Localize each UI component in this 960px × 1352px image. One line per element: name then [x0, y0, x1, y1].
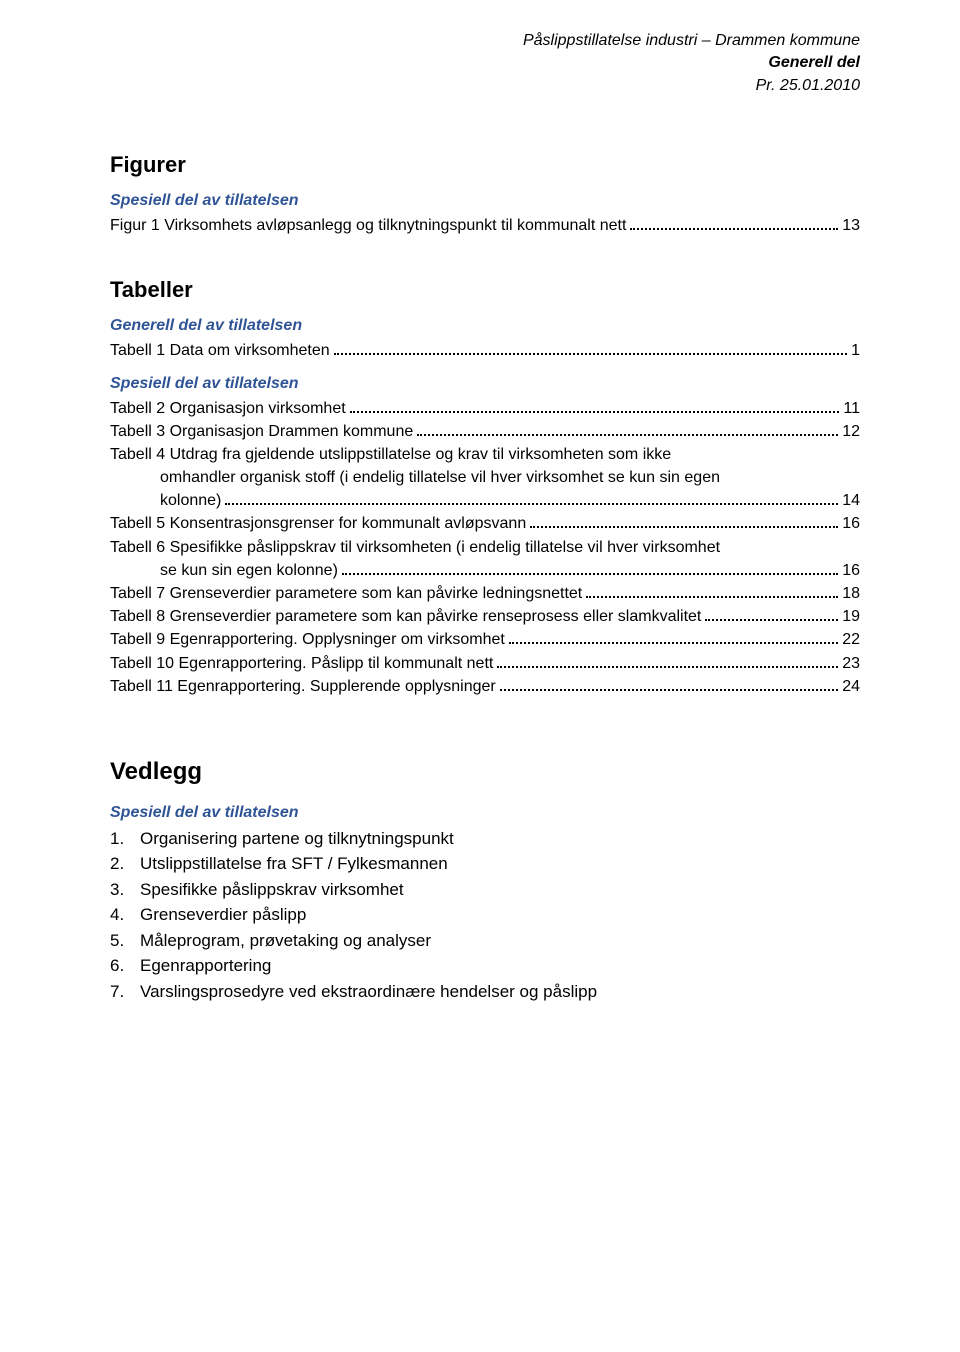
toc-entry: Figur 1 Virksomhets avløpsanlegg og tilk… — [110, 214, 860, 237]
vedlegg-item-text: Egenrapportering — [140, 953, 271, 979]
toc-entry: Tabell 7 Grenseverdier parametere som ka… — [110, 582, 860, 605]
toc-page: 16 — [842, 559, 860, 582]
vedlegg-item-number: 5. — [110, 928, 140, 954]
toc-leader — [705, 619, 838, 621]
toc-label: Tabell 2 Organisasjon virksomhet — [110, 397, 346, 420]
vedlegg-section: Vedlegg Spesiell del av tillatelsen 1.Or… — [110, 758, 860, 1005]
toc-page: 24 — [842, 675, 860, 698]
tabeller-subhead: Generell del av tillatelsen — [110, 317, 860, 335]
toc-page: 18 — [842, 582, 860, 605]
tabeller-entries: Tabell 1 Data om virksomheten 1 — [110, 339, 860, 362]
toc-leader — [500, 689, 838, 691]
vedlegg-item-text: Grenseverdier påslipp — [140, 902, 306, 928]
vedlegg-item-text: Måleprogram, prøvetaking og analyser — [140, 928, 431, 954]
toc-label: Figur 1 Virksomhets avløpsanlegg og tilk… — [110, 214, 626, 237]
toc-label: Tabell 7 Grenseverdier parametere som ka… — [110, 582, 582, 605]
tabeller-entries: Tabell 2 Organisasjon virksomhet 11Tabel… — [110, 397, 860, 698]
toc-entry: Tabell 10 Egenrapportering. Påslipp til … — [110, 652, 860, 675]
figurer-section: Figurer Spesiell del av tillatelsen Figu… — [110, 152, 860, 237]
vedlegg-item-text: Organisering partene og tilknytningspunk… — [140, 826, 454, 852]
vedlegg-item-number: 1. — [110, 826, 140, 852]
toc-page: 23 — [842, 652, 860, 675]
toc-entry: Tabell 3 Organisasjon Drammen kommune 12 — [110, 420, 860, 443]
toc-page: 19 — [842, 605, 860, 628]
toc-leader — [630, 228, 838, 230]
toc-leader — [350, 411, 840, 413]
toc-leader — [530, 526, 838, 528]
toc-label: Tabell 9 Egenrapportering. Opplysninger … — [110, 628, 505, 651]
vedlegg-item-text: Spesifikke påslippskrav virksomhet — [140, 877, 404, 903]
toc-label: Tabell 10 Egenrapportering. Påslipp til … — [110, 652, 493, 675]
toc-entry: Tabell 4 Utdrag fra gjeldende utslippsti… — [110, 443, 860, 513]
toc-page: 13 — [842, 214, 860, 237]
toc-label: Tabell 3 Organisasjon Drammen kommune — [110, 420, 413, 443]
toc-label: Tabell 8 Grenseverdier parametere som ka… — [110, 605, 701, 628]
toc-page: 16 — [842, 512, 860, 535]
toc-leader — [586, 596, 838, 598]
toc-page: 14 — [842, 489, 860, 512]
toc-entry: Tabell 5 Konsentrasjonsgrenser for kommu… — [110, 512, 860, 535]
figurer-entries: Figur 1 Virksomhets avløpsanlegg og tilk… — [110, 214, 860, 237]
vedlegg-item: 6.Egenrapportering — [110, 953, 860, 979]
toc-leader — [225, 503, 838, 505]
vedlegg-title: Vedlegg — [110, 758, 860, 786]
vedlegg-item: 5.Måleprogram, prøvetaking og analyser — [110, 928, 860, 954]
header-line-2: Generell del — [110, 52, 860, 74]
toc-page: 22 — [842, 628, 860, 651]
toc-page: 1 — [851, 339, 860, 362]
vedlegg-item: 3.Spesifikke påslippskrav virksomhet — [110, 877, 860, 903]
toc-leader — [334, 353, 847, 355]
header-line-3: Pr. 25.01.2010 — [110, 75, 860, 97]
tabeller-section: Tabeller Generell del av tillatelsen Tabe… — [110, 277, 860, 698]
toc-entry: Tabell 2 Organisasjon virksomhet 11 — [110, 397, 860, 420]
vedlegg-list: 1.Organisering partene og tilknytningspu… — [110, 826, 860, 1005]
tabeller-title: Tabeller — [110, 277, 860, 303]
vedlegg-item-text: Varslingsprosedyre ved ekstraordinære he… — [140, 979, 597, 1005]
vedlegg-item-number: 4. — [110, 902, 140, 928]
toc-label: Tabell 11 Egenrapportering. Supplerende … — [110, 675, 496, 698]
vedlegg-item: 7.Varslingsprosedyre ved ekstraordinære … — [110, 979, 860, 1005]
toc-entry: Tabell 6 Spesifikke påslippskrav til vir… — [110, 536, 860, 582]
toc-label-cont: se kun sin egen kolonne) — [110, 559, 338, 582]
figurer-subhead: Spesiell del av tillatelsen — [110, 192, 860, 210]
page-header: Påslippstillatelse industri – Drammen ko… — [110, 30, 860, 97]
vedlegg-item-number: 7. — [110, 979, 140, 1005]
toc-leader — [509, 642, 838, 644]
vedlegg-item-number: 6. — [110, 953, 140, 979]
toc-label: Tabell 1 Data om virksomheten — [110, 339, 330, 362]
vedlegg-subhead: Spesiell del av tillatelsen — [110, 804, 860, 822]
toc-page: 12 — [842, 420, 860, 443]
tabeller-subhead: Spesiell del av tillatelsen — [110, 375, 860, 393]
toc-label-cont: kolonne) — [110, 489, 221, 512]
toc-entry: Tabell 8 Grenseverdier parametere som ka… — [110, 605, 860, 628]
toc-leader — [497, 666, 838, 668]
vedlegg-item-text: Utslippstillatelse fra SFT / Fylkesmanne… — [140, 851, 448, 877]
toc-page: 11 — [843, 397, 860, 420]
vedlegg-item-number: 2. — [110, 851, 140, 877]
vedlegg-item: 2.Utslippstillatelse fra SFT / Fylkesman… — [110, 851, 860, 877]
vedlegg-item-number: 3. — [110, 877, 140, 903]
toc-leader — [342, 573, 838, 575]
toc-label: Tabell 6 Spesifikke påslippskrav til vir… — [110, 536, 720, 559]
toc-entry: Tabell 1 Data om virksomheten 1 — [110, 339, 860, 362]
toc-entry: Tabell 9 Egenrapportering. Opplysninger … — [110, 628, 860, 651]
toc-label-cont: omhandler organisk stoff (i endelig till… — [110, 466, 720, 489]
vedlegg-item: 1.Organisering partene og tilknytningspu… — [110, 826, 860, 852]
toc-label: Tabell 5 Konsentrasjonsgrenser for kommu… — [110, 512, 526, 535]
vedlegg-item: 4.Grenseverdier påslipp — [110, 902, 860, 928]
header-line-1: Påslippstillatelse industri – Drammen ko… — [110, 30, 860, 52]
toc-leader — [417, 434, 838, 436]
toc-label: Tabell 4 Utdrag fra gjeldende utslippsti… — [110, 443, 671, 466]
figurer-title: Figurer — [110, 152, 860, 178]
toc-entry: Tabell 11 Egenrapportering. Supplerende … — [110, 675, 860, 698]
